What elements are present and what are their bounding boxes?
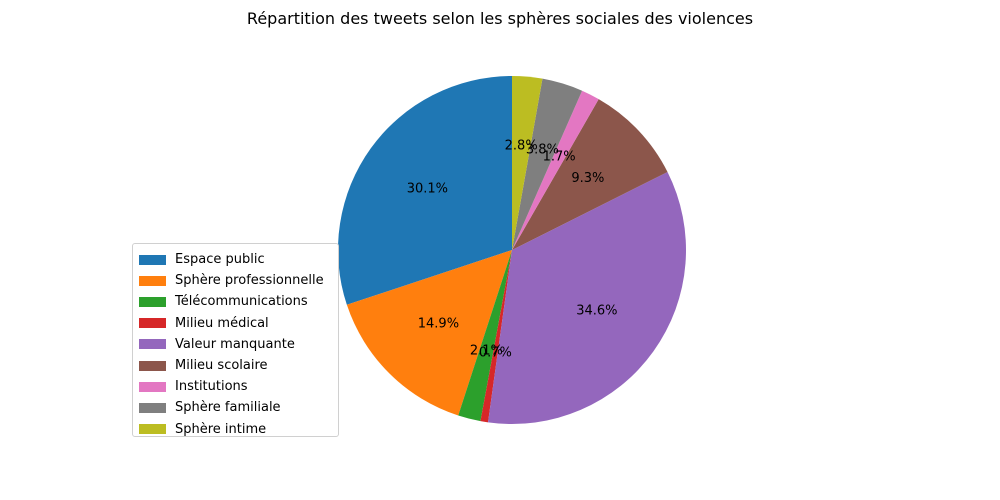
slice-percent-label: 30.1%	[407, 181, 448, 196]
pie-slice-milieu-m-dical	[480, 250, 512, 423]
pie-slice-espace-public	[338, 76, 512, 305]
legend-swatch	[139, 254, 166, 265]
legend-label: Sphère familiale	[175, 400, 281, 416]
legend-item: Espace public	[133, 249, 338, 270]
pie-slices	[338, 76, 686, 424]
slice-percent-label: 14.9%	[418, 317, 459, 332]
slice-percent-label: 0.7%	[479, 346, 512, 361]
legend-label: Institutions	[175, 379, 248, 395]
legend-label: Télécommunications	[175, 294, 308, 310]
legend-swatch	[139, 275, 166, 286]
pie-slice-labels: 30.1% 14.9% 2.1%0.7% 34.6% 9.3% 1.7%3.8%2.8%	[407, 139, 618, 361]
legend-item: Institutions	[133, 376, 338, 397]
legend: Espace public Sphère professionnelle Téléc…	[132, 243, 339, 437]
pie-slice-sph-re-professionnelle	[346, 250, 512, 416]
legend-swatch	[139, 360, 166, 371]
legend-item: Milieu médical	[133, 313, 338, 334]
legend-swatch	[139, 381, 166, 392]
slice-percent-label: 1.7%	[543, 149, 576, 164]
legend-swatch	[139, 424, 166, 435]
legend-swatch	[139, 402, 166, 413]
legend-item: Sphère professionnelle	[133, 270, 338, 291]
legend-item: Sphère familiale	[133, 397, 338, 418]
legend-label: Milieu scolaire	[175, 358, 268, 374]
pie-slice-milieu-scolaire	[512, 99, 668, 250]
pie-slice-valeur-manquante	[488, 171, 686, 424]
legend-label: Espace public	[175, 252, 265, 268]
legend-swatch	[139, 318, 166, 329]
slice-percent-label: 2.8%	[505, 139, 538, 154]
legend-label: Sphère professionnelle	[175, 273, 324, 289]
chart-title: Répartition des tweets selon les sphères…	[246, 9, 754, 28]
pie-slice-sph-re-intime	[512, 76, 543, 250]
legend-item: Télécommunications	[133, 291, 338, 312]
legend-label: Sphère intime	[175, 421, 267, 437]
pie-slice-sph-re-familiale	[512, 78, 583, 250]
legend-label: Milieu médical	[175, 315, 269, 331]
pie-slice-t-l-communications	[458, 250, 512, 422]
slice-percent-label: 9.3%	[571, 171, 604, 186]
slice-percent-label: 2.1%	[470, 344, 503, 359]
slice-percent-label: 34.6%	[576, 303, 617, 318]
legend-item: Sphère intime	[133, 419, 338, 440]
legend-item: Milieu scolaire	[133, 355, 338, 376]
legend-swatch	[139, 296, 166, 307]
slice-percent-label: 3.8%	[526, 143, 559, 158]
legend-label: Valeur manquante	[175, 336, 295, 352]
legend-item: Valeur manquante	[133, 334, 338, 355]
pie-slice-institutions	[512, 90, 599, 250]
legend-swatch	[139, 339, 166, 350]
